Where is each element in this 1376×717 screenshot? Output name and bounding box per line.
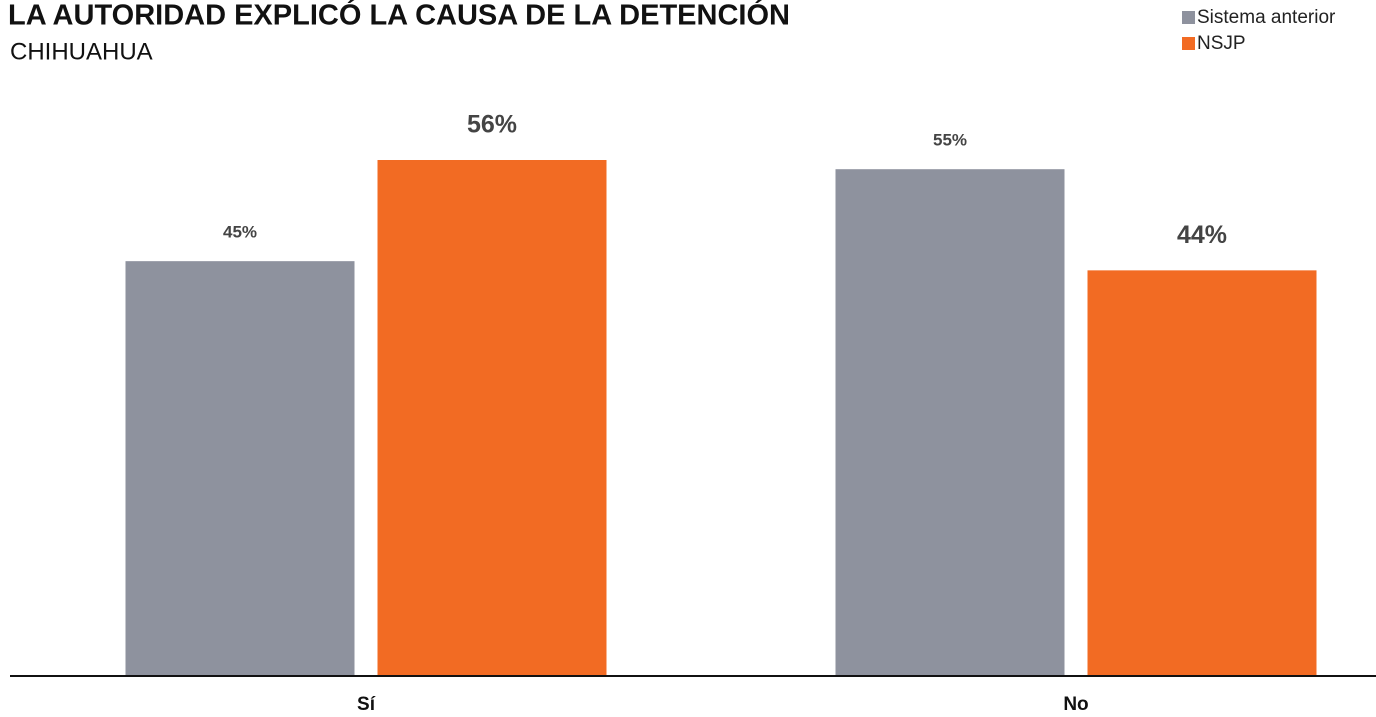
x-tick-label: No bbox=[1063, 694, 1088, 715]
bar bbox=[377, 160, 607, 675]
bar bbox=[125, 261, 355, 675]
x-tick-label: Sí bbox=[357, 694, 376, 715]
chart-subtitle: CHIHUAHUA bbox=[10, 38, 153, 65]
legend-swatch bbox=[1182, 11, 1195, 24]
bar bbox=[835, 169, 1065, 676]
legend-label: NSJP bbox=[1197, 33, 1246, 54]
value-label: 44% bbox=[1177, 221, 1227, 249]
value-label: 55% bbox=[933, 131, 967, 150]
legend-swatch bbox=[1182, 37, 1195, 50]
value-label: 45% bbox=[223, 223, 257, 242]
legend-label: Sistema anterior bbox=[1197, 7, 1336, 28]
value-label: 56% bbox=[467, 111, 517, 139]
bar bbox=[1087, 270, 1317, 675]
chart-title: LA AUTORIDAD EXPLICÓ LA CAUSA DE LA DETE… bbox=[8, 0, 790, 32]
